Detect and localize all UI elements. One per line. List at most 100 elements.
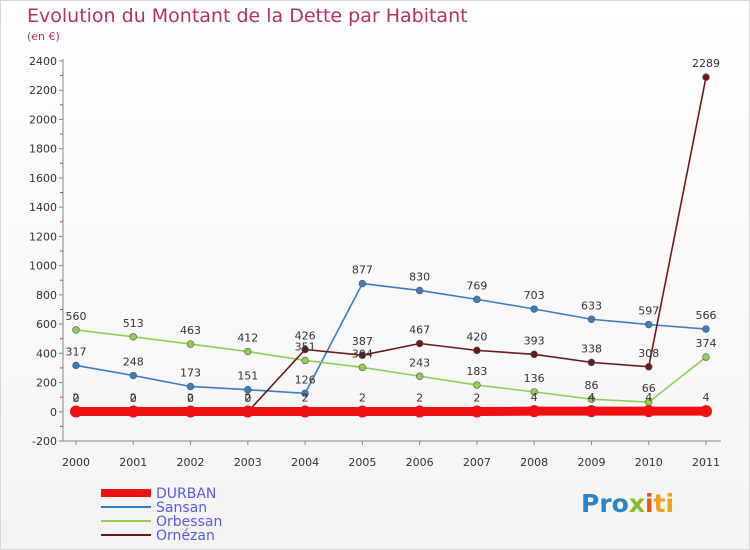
data-point bbox=[186, 382, 195, 391]
data-point bbox=[587, 358, 596, 367]
x-tick-label: 2006 bbox=[406, 456, 434, 469]
data-label: 830 bbox=[409, 270, 430, 283]
x-tick-label: 2005 bbox=[348, 456, 376, 469]
data-point bbox=[702, 73, 710, 81]
data-label: 412 bbox=[237, 332, 258, 345]
x-tick-label: 2007 bbox=[463, 456, 491, 469]
data-label: 136 bbox=[524, 372, 545, 385]
data-point bbox=[585, 405, 598, 418]
data-label: 2 bbox=[473, 391, 480, 404]
y-tick-label: 1200 bbox=[29, 230, 57, 243]
y-tick-label: 200 bbox=[36, 377, 57, 390]
data-point bbox=[244, 386, 252, 394]
data-label: 426 bbox=[295, 330, 316, 343]
data-point bbox=[473, 295, 481, 304]
data-label: 420 bbox=[466, 330, 487, 343]
data-label: 560 bbox=[66, 310, 87, 323]
chart-title: Evolution du Montant de la Dette par Hab… bbox=[27, 5, 468, 27]
logo-part: x bbox=[628, 489, 645, 518]
data-label: 317 bbox=[66, 345, 87, 358]
data-point bbox=[72, 326, 80, 334]
data-point bbox=[129, 333, 137, 341]
data-label: 173 bbox=[180, 366, 201, 379]
data-label: 877 bbox=[352, 264, 373, 277]
data-label: 126 bbox=[295, 373, 316, 386]
data-point bbox=[415, 372, 424, 380]
data-label: 66 bbox=[642, 382, 656, 395]
data-label: 4 bbox=[588, 391, 595, 404]
data-point bbox=[127, 405, 140, 418]
y-tick-label: -200 bbox=[32, 435, 57, 448]
data-point bbox=[244, 347, 252, 356]
data-point bbox=[702, 353, 710, 361]
data-point bbox=[358, 363, 367, 372]
data-point bbox=[702, 325, 710, 333]
data-label: 633 bbox=[581, 299, 602, 312]
data-label: 393 bbox=[524, 334, 545, 347]
data-label: 2 bbox=[187, 391, 194, 404]
x-tick-label: 2001 bbox=[119, 456, 147, 469]
data-point bbox=[530, 350, 538, 359]
data-point bbox=[186, 340, 195, 348]
legend-label: Orbessan bbox=[156, 514, 222, 530]
data-point bbox=[70, 405, 82, 418]
data-label: 151 bbox=[237, 370, 258, 383]
y-tick-label: 1000 bbox=[29, 260, 57, 273]
data-point bbox=[645, 320, 653, 329]
x-tick-label: 2011 bbox=[692, 456, 720, 469]
data-point bbox=[358, 351, 367, 359]
data-label: 0 bbox=[73, 392, 80, 405]
data-point bbox=[299, 405, 312, 418]
data-label: 248 bbox=[123, 356, 144, 369]
logo-part: Pro bbox=[581, 489, 629, 518]
data-point bbox=[358, 279, 367, 288]
logo-part: ti bbox=[653, 489, 675, 518]
data-point bbox=[241, 405, 254, 418]
data-label: 597 bbox=[638, 305, 659, 318]
data-label: 566 bbox=[696, 309, 717, 322]
series-line bbox=[75, 282, 707, 395]
x-tick-label: 2009 bbox=[577, 456, 605, 469]
data-label: 304 bbox=[352, 347, 373, 360]
data-label: 2 bbox=[359, 391, 366, 404]
data-point bbox=[587, 395, 596, 403]
series-line bbox=[76, 77, 707, 413]
data-label: 703 bbox=[524, 289, 545, 302]
data-point bbox=[470, 405, 483, 418]
data-label: 2 bbox=[244, 391, 251, 404]
x-tick-label: 2010 bbox=[635, 456, 663, 469]
data-point bbox=[700, 405, 712, 418]
y-tick-label: 2400 bbox=[29, 55, 57, 68]
data-label: 374 bbox=[696, 337, 717, 350]
legend-label: DURBAN bbox=[156, 486, 216, 502]
data-point bbox=[473, 346, 481, 355]
y-tick-label: 400 bbox=[36, 347, 57, 360]
data-point bbox=[473, 381, 481, 389]
data-label: 243 bbox=[409, 356, 430, 369]
data-label: 308 bbox=[638, 347, 659, 360]
y-tick-label: 2200 bbox=[29, 84, 57, 97]
data-label: 0 bbox=[130, 392, 137, 405]
data-label: 2 bbox=[302, 391, 309, 404]
x-tick-label: 2000 bbox=[62, 456, 90, 469]
data-point bbox=[530, 305, 538, 313]
data-label: 86 bbox=[584, 379, 598, 392]
data-label: 513 bbox=[123, 317, 144, 330]
data-label: 2 bbox=[130, 391, 137, 404]
logo-part: i bbox=[644, 489, 654, 518]
data-point bbox=[301, 356, 309, 365]
data-label: 2289 bbox=[692, 57, 720, 70]
data-point bbox=[413, 405, 426, 418]
x-tick-label: 2002 bbox=[177, 456, 205, 469]
data-label: 769 bbox=[466, 279, 487, 292]
y-tick-label: 1400 bbox=[29, 201, 57, 214]
data-label: 0 bbox=[244, 392, 251, 405]
data-point bbox=[301, 389, 309, 398]
y-tick-label: 1800 bbox=[29, 143, 57, 156]
data-label: 183 bbox=[466, 365, 487, 378]
data-label: 338 bbox=[581, 342, 602, 355]
data-point bbox=[642, 405, 655, 418]
data-label: 467 bbox=[409, 324, 430, 337]
data-point bbox=[528, 405, 541, 418]
y-tick-label: 1600 bbox=[29, 172, 57, 185]
